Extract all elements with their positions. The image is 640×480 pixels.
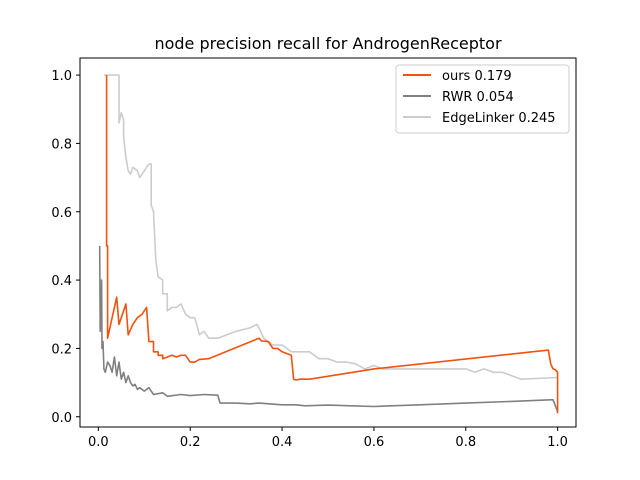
x-tick-label: 0.8 — [455, 435, 476, 450]
y-tick-label: 0.0 — [51, 411, 72, 426]
y-axis: 0.0 0.2 0.4 0.6 0.8 1.0 — [51, 69, 80, 426]
x-tick-label: 0.2 — [180, 435, 201, 450]
x-tick-label: 1.0 — [547, 435, 568, 450]
series-line-ours — [105, 75, 559, 414]
plot-frame — [79, 57, 577, 428]
y-tick-label: 0.8 — [51, 137, 72, 152]
y-tick-label: 0.4 — [51, 274, 72, 289]
y-tick-label: 0.6 — [51, 206, 72, 221]
x-tick-label: 0.4 — [272, 435, 293, 450]
series-group — [98, 74, 559, 414]
legend-label-rwr: RWR 0.054 — [442, 90, 514, 105]
legend-label-edgelinker: EdgeLinker 0.245 — [442, 111, 556, 126]
x-tick-label: 0.0 — [88, 435, 109, 450]
legend: ours 0.179 RWR 0.054 EdgeLinker 0.245 — [395, 64, 570, 134]
x-axis: 0.0 0.2 0.4 0.6 0.8 1.0 — [88, 427, 568, 450]
x-tick-label: 0.6 — [364, 435, 385, 450]
y-tick-label: 1.0 — [51, 69, 72, 84]
legend-box — [395, 64, 570, 134]
series-line-rwr — [98, 245, 559, 412]
y-tick-label: 0.2 — [51, 342, 72, 357]
series-line-edgelinker — [103, 74, 558, 381]
legend-label-ours: ours 0.179 — [442, 69, 512, 84]
chart-title: node precision recall for AndrogenRecept… — [154, 34, 502, 53]
